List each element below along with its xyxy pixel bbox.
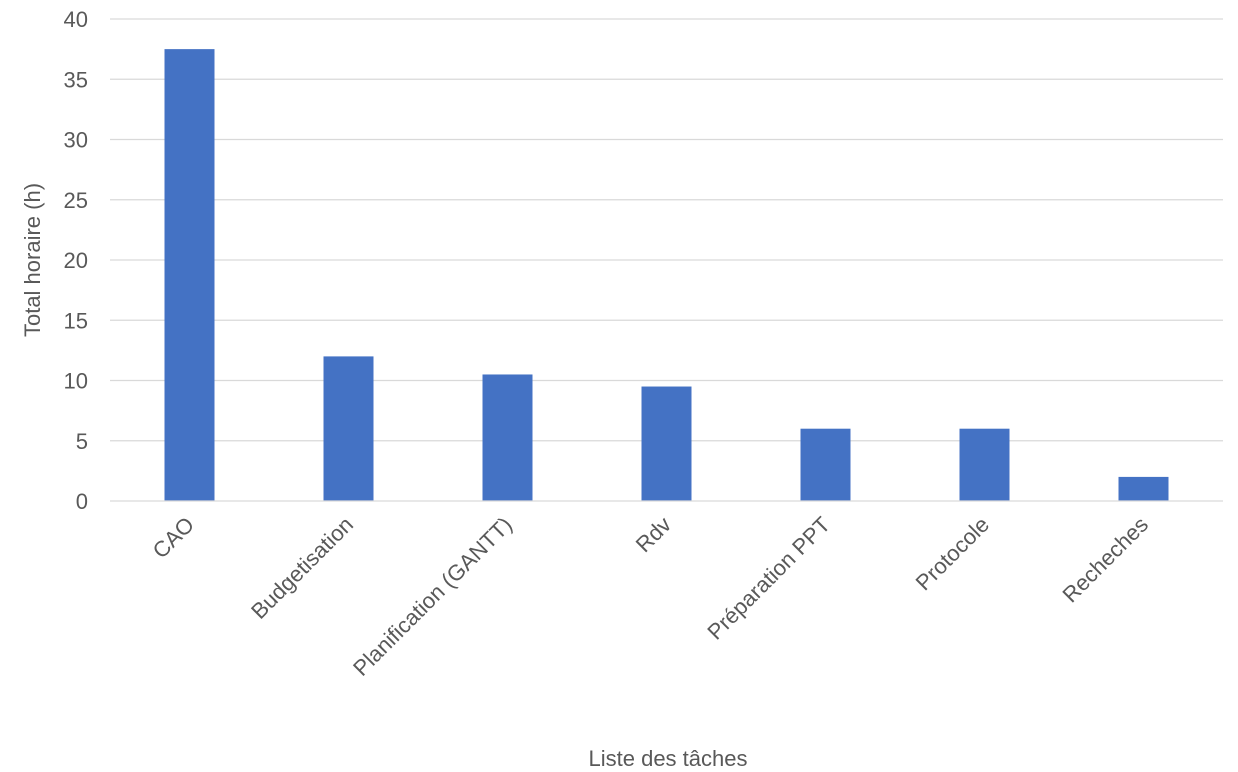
- y-tick-label: 30: [64, 128, 88, 153]
- y-tick-label: 5: [76, 429, 88, 454]
- x-tick-label: CAO: [148, 512, 199, 563]
- x-tick-label: Recheches: [1058, 512, 1154, 608]
- x-tick-label: Préparation PPT: [702, 512, 835, 645]
- bar: [959, 428, 1010, 501]
- bars: [164, 49, 1169, 501]
- bar: [800, 428, 851, 501]
- y-tick-label: 35: [64, 67, 88, 92]
- y-tick-label: 10: [64, 369, 88, 394]
- y-axis-title: Total horaire (h): [20, 183, 45, 337]
- y-tick-label: 0: [76, 489, 88, 514]
- y-tick-label: 15: [64, 308, 88, 333]
- y-tick-label: 40: [64, 7, 88, 32]
- x-axis-title: Liste des tâches: [589, 746, 748, 771]
- bar: [1118, 476, 1169, 501]
- y-tick-label: 20: [64, 248, 88, 273]
- x-tick-label: Budgetisation: [246, 512, 358, 624]
- y-tick-label: 25: [64, 188, 88, 213]
- bar: [482, 374, 533, 501]
- x-tick-label: Rdv: [631, 512, 676, 557]
- y-axis-ticks: 0 5 10 15 20 25 30 35 40: [64, 7, 88, 514]
- gridlines: [110, 18, 1223, 442]
- x-tick-label: Protocole: [911, 512, 994, 595]
- bar: [641, 386, 692, 501]
- x-tick-label: Planification (GANTT): [348, 512, 517, 681]
- bar: [323, 356, 374, 501]
- bar: [164, 49, 215, 501]
